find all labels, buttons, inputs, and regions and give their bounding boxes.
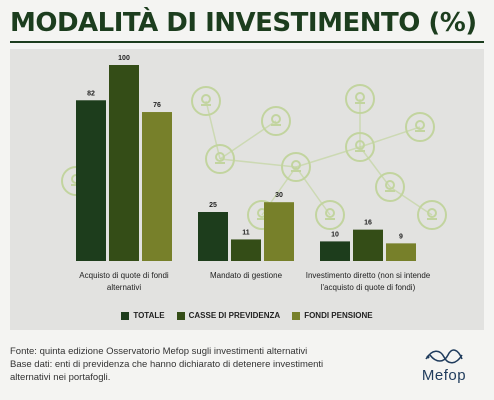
source-line: Fonte: quinta edizione Osservatorio Mefo…	[10, 346, 308, 357]
connector-line	[205, 100, 221, 160]
category-label: l'acquisto di quote di fondi)	[321, 283, 416, 292]
house-icon	[315, 200, 345, 230]
connector-line	[389, 186, 433, 216]
legend-swatch	[176, 311, 185, 320]
title-divider	[10, 41, 484, 43]
base-line-cont: alternativi nei portafogli.	[10, 372, 111, 383]
background-icons	[61, 84, 447, 230]
bar-chart: 82 100 76 25 11 30 10 16 9 Acquisto di quote di …	[61, 55, 447, 292]
connector-line	[219, 120, 277, 160]
data-label: 10	[331, 231, 339, 238]
bar	[353, 229, 383, 261]
category-label: alternativi	[107, 283, 141, 292]
legend-item: TOTALE	[121, 311, 165, 320]
bar	[264, 202, 294, 261]
category-label: Investimento diretto (non si intende	[306, 271, 431, 280]
mefop-logo: Mefop	[408, 345, 480, 391]
bar	[109, 65, 139, 261]
chart-panel: 82 100 76 25 11 30 10 16 9 Acquisto di quote di …	[10, 49, 484, 330]
legend-item: FONDI PENSIONE	[292, 311, 373, 320]
chart-title: MODALITÀ DI INVESTIMENTO (%)	[10, 8, 477, 38]
connector-line	[359, 146, 391, 188]
connector-line	[295, 146, 361, 168]
bar	[76, 100, 106, 261]
base-line: Base dati: enti di previdenza che hanno …	[10, 359, 324, 370]
legend-label: FONDI PENSIONE	[304, 311, 373, 320]
bar	[320, 241, 350, 261]
category-label: Mandato di gestione	[210, 271, 283, 280]
data-label: 11	[242, 229, 250, 236]
legend-swatch	[292, 311, 301, 320]
data-label: 100	[118, 55, 130, 62]
legend: TOTALE CASSE DI PREVIDENZA FONDI PENSIONE	[10, 311, 484, 320]
connector-line	[359, 126, 421, 148]
data-label: 9	[399, 233, 403, 240]
water-drop-icon	[405, 112, 435, 142]
lightbulb-icon	[191, 86, 221, 116]
data-label: 25	[209, 202, 217, 209]
logo-mark-icon	[425, 349, 463, 364]
bar	[142, 112, 172, 261]
leaf-icon	[261, 106, 291, 136]
data-label: 82	[87, 90, 95, 97]
source-note: Fonte: quinta edizione Osservatorio Mefo…	[10, 345, 340, 384]
legend-label: TOTALE	[133, 311, 165, 320]
legend-label: CASSE DI PREVIDENZA	[188, 311, 281, 320]
category-label: Acquisto di quote di fondi	[79, 271, 169, 280]
data-label: 76	[153, 102, 161, 109]
people-icon	[375, 172, 405, 202]
legend-item: CASSE DI PREVIDENZA	[176, 311, 281, 320]
bar	[198, 212, 228, 261]
data-label: 16	[364, 220, 372, 227]
bar	[386, 243, 416, 261]
connector-line	[219, 158, 297, 168]
data-label: 30	[275, 192, 283, 199]
legend-swatch	[121, 311, 130, 320]
bar	[231, 239, 261, 261]
logo-text: Mefop	[421, 367, 467, 384]
connector-line	[295, 166, 331, 216]
